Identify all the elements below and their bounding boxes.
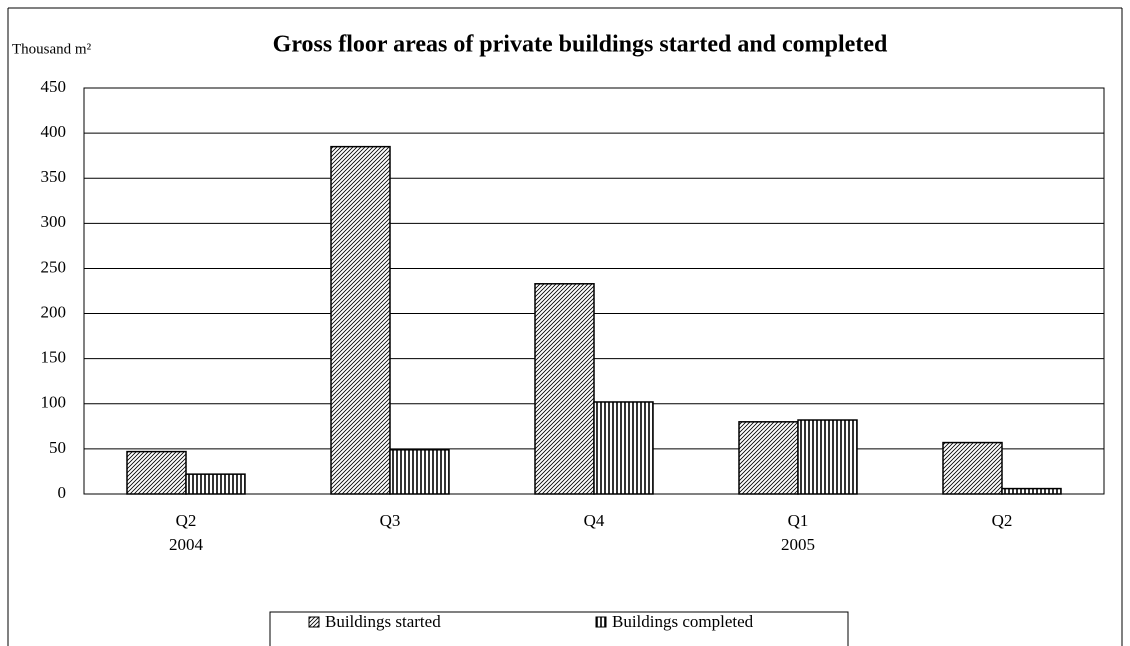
y-axis-label: Thousand m² [12, 41, 92, 57]
y-tick-label: 400 [41, 122, 67, 141]
y-tick-label: 50 [49, 438, 66, 457]
x-tick-label: Q2 [992, 511, 1013, 530]
bar [330, 145, 391, 495]
bar [738, 421, 799, 495]
legend-swatch [595, 616, 607, 628]
legend-label: Buildings started [325, 612, 441, 631]
x-tick-label: Q2 [176, 511, 197, 530]
bar [1001, 487, 1062, 495]
x-tick-label: Q1 [788, 511, 809, 530]
y-tick-label: 450 [41, 77, 67, 96]
bar [389, 449, 450, 495]
y-tick-label: 200 [41, 302, 67, 321]
bar [593, 401, 654, 495]
y-tick-label: 100 [41, 393, 67, 412]
bar [534, 283, 595, 495]
y-tick-label: 0 [58, 483, 67, 502]
x-group-label: 2005 [781, 535, 815, 554]
y-tick-label: 150 [41, 348, 67, 367]
bar [185, 473, 246, 495]
y-tick-label: 250 [41, 257, 67, 276]
x-group-label: 2004 [169, 535, 204, 554]
legend-swatch [308, 616, 320, 628]
x-tick-label: Q4 [584, 511, 605, 530]
chart-title: Gross floor areas of private buildings s… [273, 32, 888, 58]
bar [126, 450, 187, 495]
y-tick-label: 300 [41, 212, 67, 231]
bar [942, 441, 1003, 495]
bar [797, 419, 858, 495]
y-tick-label: 350 [41, 167, 67, 186]
legend-label: Buildings completed [612, 612, 754, 631]
x-tick-label: Q3 [380, 511, 401, 530]
legend-box [269, 611, 849, 646]
